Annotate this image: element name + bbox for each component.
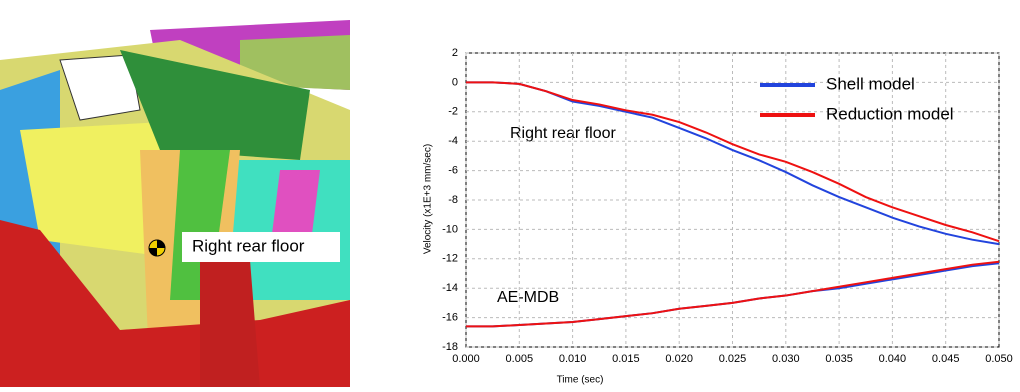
x-tick-label: 0.025	[719, 353, 747, 365]
y-tick-label: 2	[452, 47, 458, 59]
x-axis-label: Time (sec)	[557, 375, 604, 386]
y-tick-label: 0	[452, 76, 458, 88]
y-tick-label: -4	[448, 135, 458, 147]
x-tick-label: 0.015	[612, 353, 640, 365]
y-tick-label: -14	[442, 282, 458, 294]
y-tick-label: -12	[442, 253, 458, 265]
x-tick-label: 0.000	[452, 353, 480, 365]
image-label: Right rear floor	[192, 236, 305, 255]
page: {"figure": {"image_label": "Right rear f…	[0, 0, 1020, 387]
x-tick-label: 0.045	[932, 353, 960, 365]
x-tick-label: 0.035	[825, 353, 853, 365]
x-tick-label: 0.020	[665, 353, 693, 365]
x-tick-label: 0.050	[985, 353, 1013, 365]
y-tick-label: -10	[442, 223, 458, 235]
x-tick-label: 0.005	[506, 353, 534, 365]
y-tick-label: -2	[448, 106, 458, 118]
x-tick-label: 0.040	[879, 353, 907, 365]
y-axis-label: Velocity (x1E+3 mm/sec)	[423, 144, 434, 254]
x-tick-label: 0.010	[559, 353, 587, 365]
car-model-image: Right rear floor	[0, 0, 350, 387]
figure: Right rear floor Time (sec) Velocity (x1…	[0, 0, 1020, 387]
y-tick-label: -8	[448, 194, 458, 206]
y-tick-label: -6	[448, 165, 458, 177]
x-tick-label: 0.030	[772, 353, 800, 365]
annotation: Right rear floor	[510, 125, 616, 142]
legend-label: Reduction model	[826, 104, 954, 123]
legend-label: Shell model	[826, 74, 915, 93]
chart: Time (sec) Velocity (x1E+3 mm/sec) Right…	[423, 47, 1013, 386]
y-tick-label: -16	[442, 312, 458, 324]
annotation: AE-MDB	[497, 289, 559, 306]
y-tick-label: -18	[442, 341, 458, 353]
